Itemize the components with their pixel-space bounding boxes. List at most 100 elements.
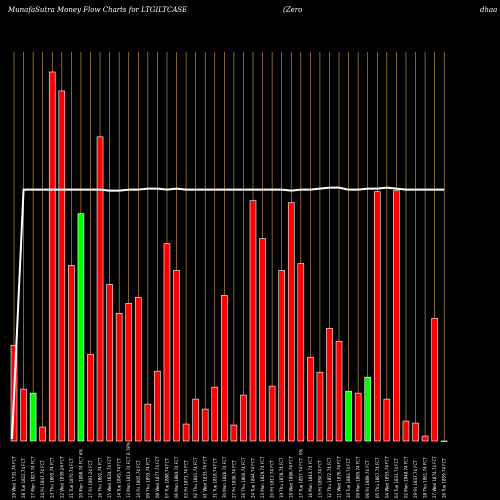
bar [96, 136, 104, 442]
bar [154, 370, 161, 442]
bar [307, 356, 314, 442]
bar [326, 328, 333, 442]
x-tick-label: 17 Fri 1891.24 FCT [88, 460, 93, 498]
bar [106, 284, 113, 442]
x-tick-label: 22 Wed 1839.24 FCT [59, 456, 64, 498]
bar [173, 270, 180, 442]
bar [87, 353, 94, 442]
bar [58, 90, 66, 442]
x-tick-label: 28 Thu 1861.74 FCT [423, 457, 428, 498]
bar [77, 213, 85, 442]
x-tick-label: 07 Tue 1888.74 FCT [164, 458, 169, 498]
x-tick-label: 17 Tue 1857.74 FCT [298, 458, 303, 498]
x-tick-label: 08 Wed 1877.74 FCT [155, 456, 160, 498]
bar [373, 191, 381, 442]
bar [278, 270, 285, 442]
bar [383, 398, 391, 442]
x-tick-label: 06 Fri 1889.74 FCT [365, 460, 370, 498]
bar [364, 376, 372, 442]
bar [421, 435, 429, 442]
x-tick-labels: 29 Wed 1732.74 FCT 28 Tue 1822.74 FCT 27 M… [12, 456, 447, 498]
bar [287, 202, 295, 442]
x-tick-label: 03 Fri 1873.74 FCT [184, 460, 189, 498]
x-tick-label: 02 Mon 1848.74 FCT [403, 456, 408, 498]
x-tick-label: 20 Mon 1898.74 FCT [78, 456, 83, 498]
bar [402, 420, 410, 442]
x-tick-label: 02 Thu 1841.74 FCT [193, 457, 198, 498]
x-tick-label: 12 Thu 1872.74 FCT [327, 457, 332, 498]
bar [201, 408, 209, 442]
x-tick-label: 27 Wed 1874.74 FCT [432, 456, 437, 498]
x-tick-label: 29 Fri 1837.74 FCT [413, 460, 418, 498]
x-tick-label: 24 Tue 1844.74 FCT [251, 458, 256, 498]
x-tick-label: 10 Tue 1883.74 FCT [346, 458, 351, 498]
bar [125, 303, 133, 442]
x-tick-label: 18 Wed 1866.74 FCT [289, 456, 294, 498]
x-tick-label: 27 Mon 1827.74 FCT [31, 456, 36, 498]
x-tick-label: 10 Fri 1805.74 FCT [136, 460, 141, 498]
x-tick-label: 09 Mon 1895.74 FCT [356, 456, 361, 498]
bar [29, 392, 37, 442]
bar [431, 318, 438, 442]
x-tick-label: 14 Tue 1845.74 FCT [117, 458, 122, 498]
markers: 6% 6.78% 0% [78, 442, 303, 455]
bar [192, 398, 199, 442]
bar [440, 440, 448, 442]
bar [345, 390, 352, 442]
x-tick-label: 04 Wed 1853.74 FCT [384, 456, 389, 498]
bar [335, 340, 343, 442]
bar [230, 424, 238, 442]
x-tick-label: 27 Fri 1836.74 FCT [231, 460, 236, 498]
bar [268, 385, 276, 442]
bar [48, 71, 56, 442]
chart-title: MunafaSutra Money Flow Charts for LTGILT… [7, 6, 187, 14]
x-tick-label: 09 Thu 1855.74 FCT [145, 457, 150, 498]
x-tick-label: 19 Thu 1878.74 FCT [279, 457, 284, 498]
bar [39, 426, 46, 442]
x-tick-label: 01 Wed 1833.74 FCT [203, 456, 208, 498]
x-tick-label: 15 Wed 1824.74 FCT [107, 456, 112, 498]
marker-label: 6.78% [126, 442, 131, 455]
x-tick-label: 31 Tue 1818.74 FCT [212, 458, 217, 498]
x-tick-label: 26 Tue 1859.74 FCT [442, 458, 447, 498]
marker-label: 0% [298, 448, 303, 455]
x-tick-label: 03 Tue 1831.74 FCT [394, 458, 399, 498]
x-tick-label: 23 Mon 1829.74 FCT [260, 456, 265, 498]
x-tick-label: 21 Tue 1870.74 FCT [69, 458, 74, 498]
x-tick-label: 06 Mon 1884.74 FCT [174, 456, 179, 498]
bar [249, 200, 257, 442]
chart-title-right: dhaa [480, 6, 497, 14]
bar [115, 313, 123, 442]
bar [20, 388, 27, 442]
x-tick-label: 11 Wed 1876.74 FCT [337, 456, 342, 498]
bar [316, 371, 324, 442]
bar [211, 386, 219, 442]
bar [240, 394, 247, 442]
flow-line [11, 186, 445, 440]
x-tick-label: 05 Thu 1867.74 FCT [375, 457, 380, 498]
marker-label: 6% [78, 448, 83, 455]
x-tick-label: 30 Mon 1826.74 FCT [222, 456, 227, 498]
bar [259, 238, 266, 442]
bar [412, 422, 419, 442]
x-tick-label: 29 Wed 1732.74 FCT [12, 456, 17, 498]
x-tick-label: 28 Tue 1822.74 FCT [21, 458, 26, 498]
x-tick-label: 13 Fri 1850.74 FCT [317, 460, 322, 498]
bar [297, 263, 305, 442]
bar [144, 403, 152, 442]
x-tick-label: 20 Fri 1811.74 FCT [270, 460, 275, 498]
bar [221, 295, 228, 442]
bars [10, 71, 448, 442]
bar [393, 190, 400, 442]
bar [68, 265, 75, 442]
x-tick-label: 26 Thu 1860.74 FCT [241, 457, 246, 498]
chart-subtitle: (Zero [283, 6, 302, 14]
bar [134, 297, 142, 442]
bar [163, 243, 171, 442]
x-tick-label: 24 Fri 1847.74 FCT [40, 460, 45, 498]
bar [354, 392, 362, 442]
x-tick-label: 13 Mon 1813.74 FCT [126, 456, 131, 498]
flow-line-group [11, 186, 445, 440]
x-tick-label: 23 Thu 1865.74 FCT [50, 457, 55, 498]
